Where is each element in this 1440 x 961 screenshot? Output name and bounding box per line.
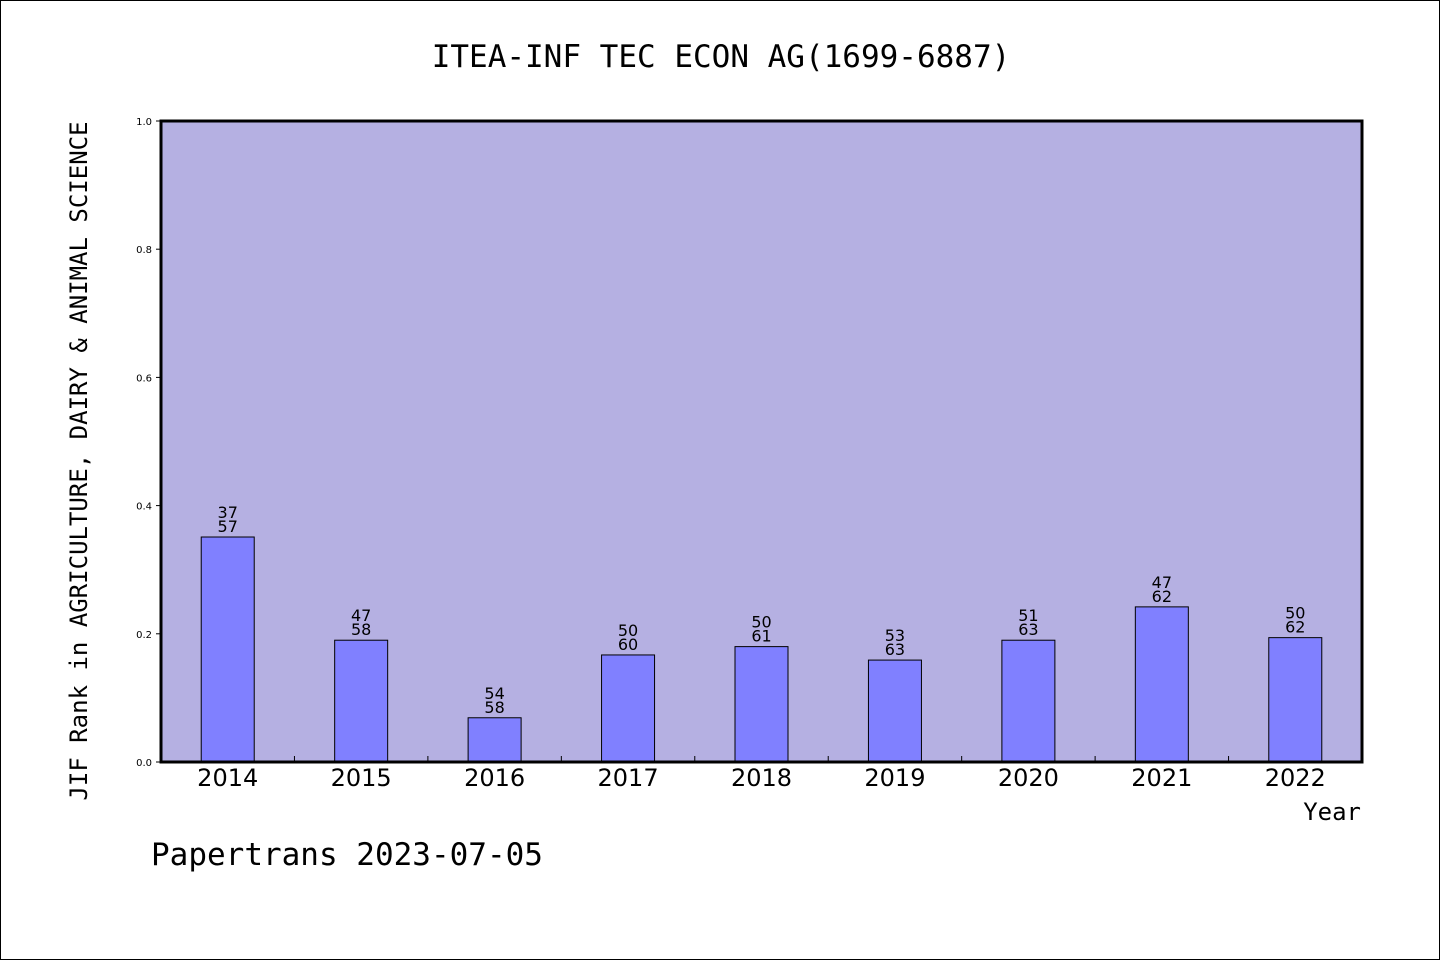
x-ticks-layer: 2014 2015 2016 2017 2018 2019 2020 2021 2022 <box>197 756 1326 792</box>
bar-label-total-2020: 63 <box>1018 620 1038 639</box>
bar-label-total-2022: 62 <box>1285 618 1305 637</box>
x-tick-label-2019: 2019 <box>864 764 925 792</box>
bar-2020 <box>1001 639 1056 763</box>
y-ticks-layer: 0.0 0.2 0.4 0.6 0.8 1.0 <box>136 117 161 769</box>
bar-2021 <box>1134 606 1189 763</box>
y-tick-label-0.8: 0.8 <box>136 245 152 256</box>
y-tick-label-0.0: 0.0 <box>136 758 152 769</box>
bar-label-total-2015: 58 <box>351 620 371 639</box>
bar-label-rank-2018: 50 <box>751 613 771 632</box>
bar-2015 <box>334 639 389 763</box>
bar-label-total-2021: 62 <box>1152 587 1172 606</box>
bar-2019 <box>867 659 922 763</box>
bar-2016 <box>467 717 522 763</box>
y-tick-label-0.2: 0.2 <box>136 630 152 641</box>
x-tick-label-2021: 2021 <box>1131 764 1192 792</box>
x-tick-label-2020: 2020 <box>998 764 1059 792</box>
bar-label-rank-2014: 37 <box>218 503 238 522</box>
bar-label-rank-2022: 50 <box>1285 604 1305 623</box>
y-axis-label: JIF Rank in AGRICULTURE, DAIRY & ANIMAL … <box>65 121 93 800</box>
x-tick-label-2017: 2017 <box>598 764 659 792</box>
bars-layer <box>200 536 1323 763</box>
bar-2018 <box>734 646 789 763</box>
bar-label-total-2018: 61 <box>751 627 771 646</box>
chart-title: ITEA-INF TEC ECON AG(1699-6887) <box>432 39 1011 75</box>
bar-label-rank-2019: 53 <box>885 626 905 645</box>
bar-label-total-2016: 58 <box>484 698 504 717</box>
footer-text: Papertrans 2023-07-05 <box>151 837 543 873</box>
x-axis-label: Year <box>1303 798 1361 826</box>
bar-label-total-2017: 60 <box>618 635 638 654</box>
bar-label-total-2014: 57 <box>218 517 238 536</box>
y-tick-label-1.0: 1.0 <box>136 117 152 128</box>
bar-label-rank-2020: 51 <box>1018 606 1038 625</box>
x-tick-label-2022: 2022 <box>1265 764 1326 792</box>
bar-label-rank-2016: 54 <box>484 684 504 703</box>
bar-label-rank-2021: 47 <box>1152 573 1172 592</box>
bar-label-rank-2015: 47 <box>351 606 371 625</box>
bar-2022 <box>1268 637 1323 763</box>
x-tick-label-2016: 2016 <box>464 764 525 792</box>
x-tick-label-2018: 2018 <box>731 764 792 792</box>
bar-2017 <box>601 654 656 763</box>
bar-label-total-2019: 63 <box>885 640 905 659</box>
x-tick-label-2014: 2014 <box>197 764 258 792</box>
bar-label-rank-2017: 50 <box>618 621 638 640</box>
x-tick-label-2015: 2015 <box>331 764 392 792</box>
y-tick-label-0.6: 0.6 <box>136 373 152 384</box>
bar-2014 <box>200 536 255 763</box>
y-tick-label-0.4: 0.4 <box>136 502 152 513</box>
plot-border <box>159 119 1364 764</box>
